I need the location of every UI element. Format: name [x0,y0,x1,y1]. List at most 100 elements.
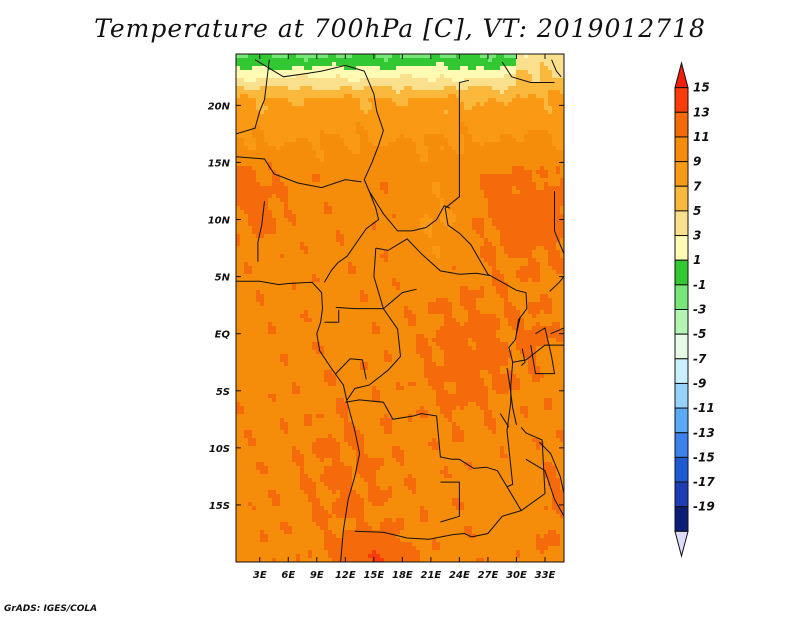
field-cell [336,226,341,231]
field-cell [360,194,365,199]
field-cell [280,206,285,211]
field-cell [396,230,401,235]
field-cell [412,278,417,283]
field-cell [356,246,361,251]
field-cell [456,186,461,191]
field-cell [264,282,269,287]
field-cell [412,154,417,159]
field-cell [488,274,493,279]
field-cell [320,218,325,223]
temperature-field [236,54,564,562]
field-cell [460,242,465,247]
field-cell [348,190,353,195]
field-cell [500,230,505,235]
field-cell [328,66,333,71]
field-cell [528,158,533,163]
field-cell [240,250,245,255]
field-cell [352,94,357,99]
field-cell [396,214,401,219]
field-cell [328,254,333,259]
field-cell [260,98,265,103]
field-cell [456,238,461,243]
field-cell [528,162,533,167]
field-cell [512,262,517,267]
field-cell [436,106,441,111]
field-cell [560,82,564,87]
field-cell [516,278,521,283]
field-cell [492,142,497,147]
field-cell [260,174,265,179]
field-cell [388,94,393,99]
field-cell [420,106,425,111]
field-cell [420,278,425,283]
field-cell [468,146,473,151]
field-cell [436,94,441,99]
field-cell [344,110,349,115]
field-cell [380,274,385,279]
field-cell [256,282,261,287]
field-cell [372,294,377,299]
field-cell [276,214,281,219]
field-cell [324,102,329,107]
field-cell [344,134,349,139]
field-cell [396,250,401,255]
field-cell [340,86,345,91]
field-cell [348,90,353,95]
field-cell [300,62,305,67]
field-cell [492,274,497,279]
field-cell [352,274,357,279]
field-cell [532,146,537,151]
field-cell [380,146,385,151]
field-cell [460,158,465,163]
field-cell [480,214,485,219]
field-cell [468,214,473,219]
field-cell [444,134,449,139]
field-cell [260,178,265,183]
field-cell [416,102,421,107]
field-cell [368,138,373,143]
field-cell [392,250,397,255]
field-cell [540,222,545,227]
field-cell [352,54,357,59]
field-cell [500,150,505,155]
field-cell [416,114,421,119]
field-cell [268,102,273,107]
field-cell [560,278,564,283]
field-cell [452,62,457,67]
field-cell [292,206,297,211]
field-cell [348,54,353,59]
field-cell [304,242,309,247]
field-cell [280,210,285,215]
field-cell [380,198,385,203]
field-cell [476,114,481,119]
field-cell [400,210,405,215]
field-cell [548,218,553,223]
field-cell [300,170,305,175]
field-cell [308,210,313,215]
field-cell [484,230,489,235]
field-cell [408,134,413,139]
field-cell [548,206,553,211]
field-cell [352,186,357,191]
field-cell [256,226,261,231]
field-cell [444,234,449,239]
field-cell [452,234,457,239]
field-cell [308,186,313,191]
field-cell [480,102,485,107]
field-cell [560,202,564,207]
field-cell [536,186,541,191]
field-cell [268,94,273,99]
field-cell [384,294,389,299]
field-cell [312,182,317,187]
field-cell [408,142,413,147]
field-cell [384,270,389,275]
field-cell [512,170,517,175]
field-cell [356,270,361,275]
field-cell [560,146,564,151]
field-cell [488,234,493,239]
field-cell [380,162,385,167]
field-cell [388,166,393,171]
field-cell [352,62,357,67]
field-cell [560,98,564,103]
field-cell [288,214,293,219]
